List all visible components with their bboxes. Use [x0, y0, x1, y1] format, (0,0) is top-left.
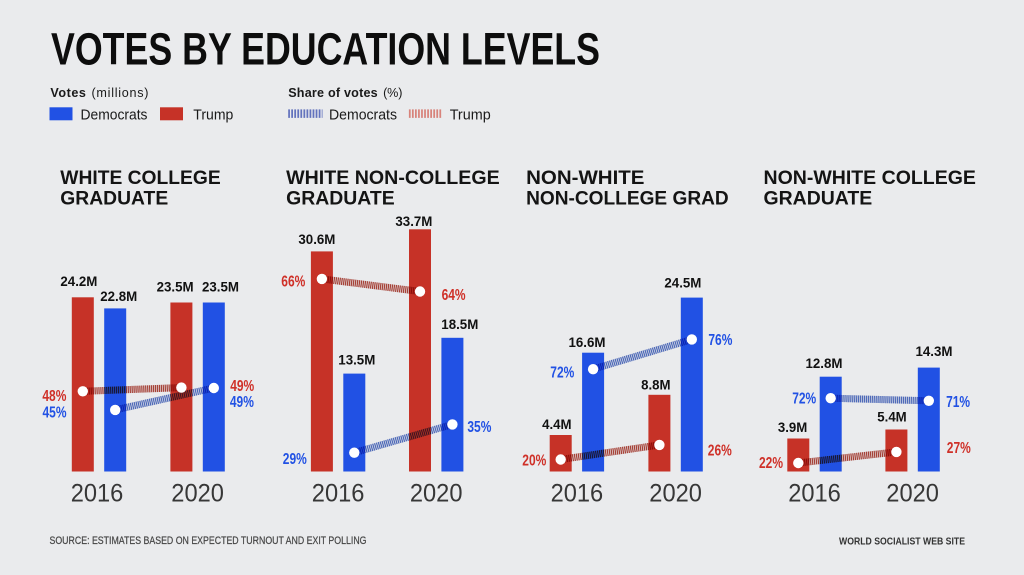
svg-text:71%: 71%: [946, 394, 970, 411]
svg-text:Democrats: Democrats: [329, 106, 397, 123]
svg-text:3.9M: 3.9M: [778, 420, 807, 435]
svg-text:22.8M: 22.8M: [100, 289, 137, 304]
svg-text:Democrats: Democrats: [81, 106, 148, 123]
svg-text:2016: 2016: [788, 479, 841, 507]
svg-text:66%: 66%: [281, 273, 305, 290]
svg-text:24.2M: 24.2M: [60, 274, 97, 289]
svg-text:2020: 2020: [410, 479, 463, 507]
svg-text:14.3M: 14.3M: [916, 344, 953, 359]
svg-text:5.4M: 5.4M: [877, 409, 906, 424]
svg-text:64%: 64%: [442, 287, 466, 304]
svg-text:35%: 35%: [467, 419, 491, 436]
svg-text:WORLD SOCIALIST WEB SITE: WORLD SOCIALIST WEB SITE: [839, 535, 965, 547]
svg-text:20%: 20%: [522, 452, 546, 469]
svg-text:GRADUATE: GRADUATE: [286, 188, 395, 210]
svg-text:26%: 26%: [708, 442, 732, 459]
svg-text:Trump: Trump: [450, 106, 491, 123]
svg-text:2016: 2016: [312, 479, 365, 507]
svg-text:WHITE COLLEGE: WHITE COLLEGE: [60, 167, 220, 189]
svg-text:12.8M: 12.8M: [806, 356, 843, 371]
svg-text:2020: 2020: [886, 479, 939, 507]
svg-text:45%: 45%: [43, 404, 67, 421]
svg-text:27%: 27%: [947, 440, 971, 457]
svg-text:72%: 72%: [550, 365, 574, 382]
svg-text:SOURCE: ESTIMATES BASED ON EXP: SOURCE: ESTIMATES BASED ON EXPECTED TURN…: [50, 535, 367, 547]
svg-text:(%): (%): [383, 86, 402, 100]
svg-text:72%: 72%: [792, 391, 816, 408]
svg-text:2016: 2016: [551, 479, 604, 507]
svg-text:23.5M: 23.5M: [202, 279, 239, 294]
svg-text:23.5M: 23.5M: [157, 279, 194, 294]
svg-text:Votes: Votes: [50, 86, 86, 100]
svg-text:(millions): (millions): [92, 86, 149, 100]
svg-text:49%: 49%: [230, 378, 254, 395]
svg-text:NON-COLLEGE GRAD: NON-COLLEGE GRAD: [526, 188, 729, 210]
svg-text:2016: 2016: [71, 479, 124, 507]
svg-text:48%: 48%: [42, 388, 66, 405]
svg-text:GRADUATE: GRADUATE: [60, 188, 168, 210]
svg-text:33.7M: 33.7M: [395, 214, 432, 229]
svg-text:8.8M: 8.8M: [641, 377, 670, 392]
svg-text:24.5M: 24.5M: [664, 276, 701, 291]
svg-text:30.6M: 30.6M: [298, 232, 335, 247]
svg-text:2020: 2020: [171, 479, 224, 507]
svg-text:22%: 22%: [759, 455, 783, 472]
svg-text:WHITE NON-COLLEGE: WHITE NON-COLLEGE: [286, 167, 500, 189]
svg-text:76%: 76%: [708, 332, 732, 349]
svg-text:NON-WHITE: NON-WHITE: [526, 167, 644, 189]
svg-text:49%: 49%: [230, 394, 254, 411]
svg-text:Trump: Trump: [193, 106, 233, 123]
svg-text:NON-WHITE COLLEGE: NON-WHITE COLLEGE: [764, 167, 976, 189]
svg-text:Share of votes: Share of votes: [288, 86, 378, 100]
svg-text:13.5M: 13.5M: [338, 353, 375, 368]
svg-text:29%: 29%: [283, 451, 307, 468]
svg-text:GRADUATE: GRADUATE: [764, 188, 873, 210]
svg-text:18.5M: 18.5M: [441, 317, 478, 332]
svg-text:16.6M: 16.6M: [569, 335, 606, 350]
svg-text:2020: 2020: [649, 479, 702, 507]
svg-text:VOTES BY EDUCATION LEVELS: VOTES BY EDUCATION LEVELS: [51, 24, 600, 75]
svg-text:4.4M: 4.4M: [542, 417, 571, 432]
